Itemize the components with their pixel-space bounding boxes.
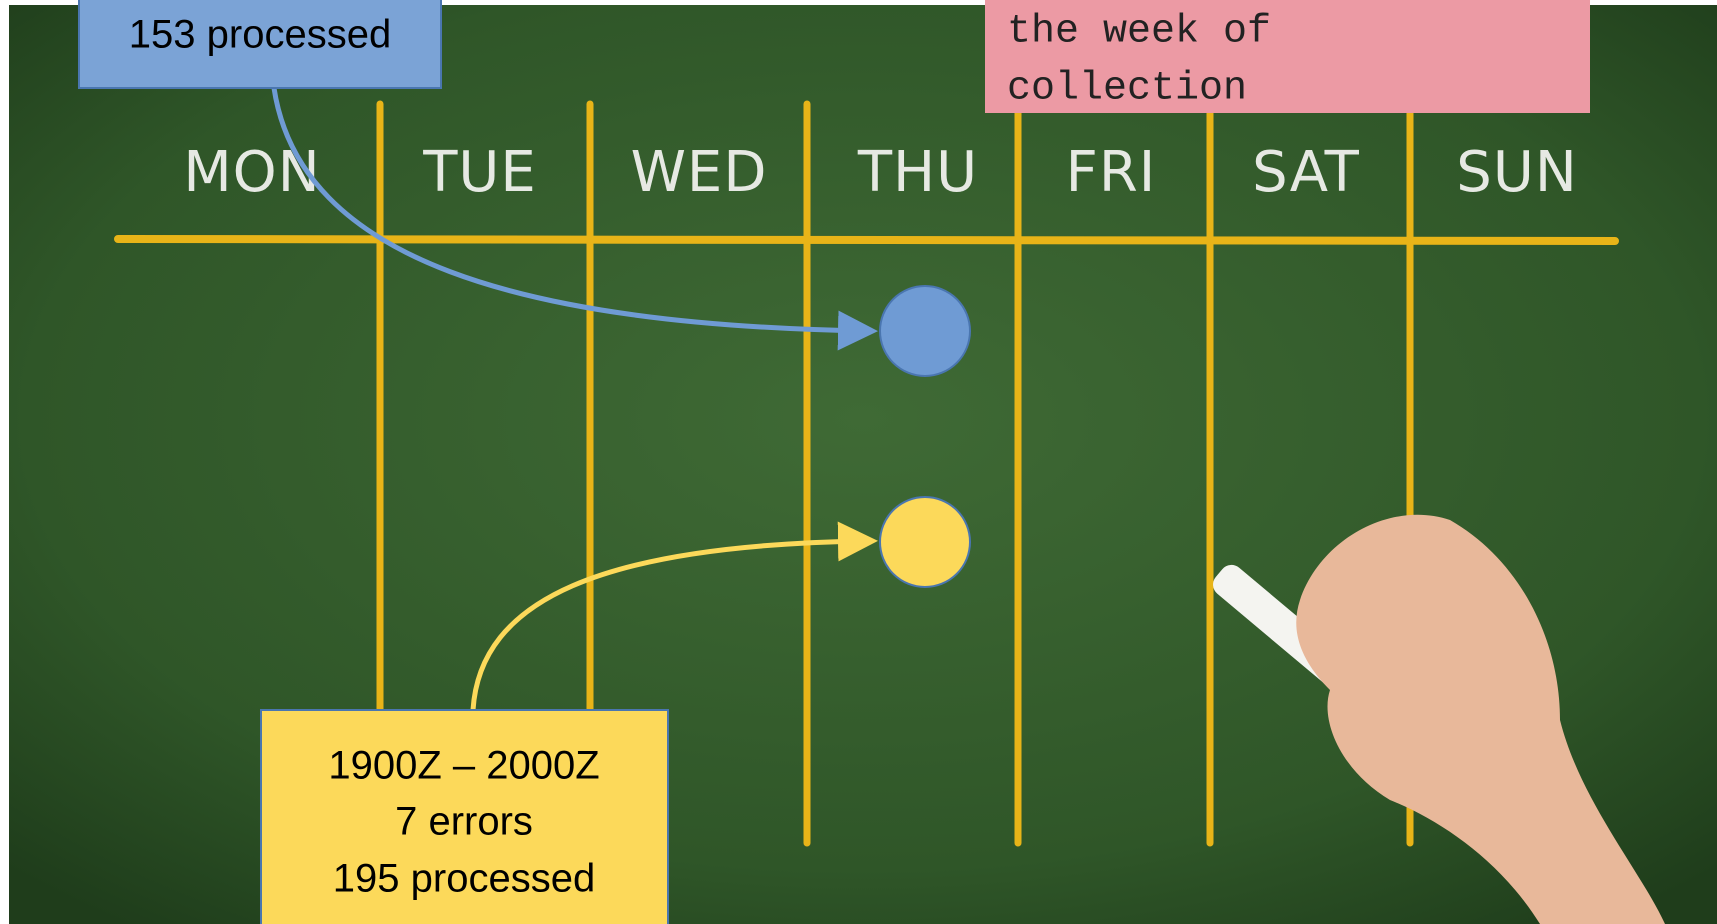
day-label: SAT xyxy=(1252,140,1360,205)
marker-dot xyxy=(880,286,970,376)
callout-text: 153 processed xyxy=(129,13,391,57)
slide: MON TUE WED THU FRI SAT SUN 153 processe… xyxy=(0,0,1717,924)
callout-text: 195 processed xyxy=(333,857,595,901)
day-label: TUE xyxy=(422,140,537,205)
day-label: FRI xyxy=(1066,140,1157,205)
processed-callout: 153 processed xyxy=(79,0,441,88)
header-line xyxy=(118,239,1615,241)
day-label: SUN xyxy=(1456,140,1577,205)
callout-text: 1900Z – 2000Z xyxy=(328,744,599,788)
day-label: THU xyxy=(857,140,978,205)
errors-callout: 1900Z – 2000Z 7 errors 195 processed xyxy=(261,710,668,924)
day-label: MON xyxy=(183,140,320,205)
day-label: WED xyxy=(631,140,768,205)
week-callout: the week of collection xyxy=(985,0,1590,113)
callout-text: the week of xyxy=(1007,10,1271,55)
callout-text: 7 errors xyxy=(395,800,533,844)
marker-dot xyxy=(880,497,970,587)
callout-text: collection xyxy=(1007,67,1247,112)
